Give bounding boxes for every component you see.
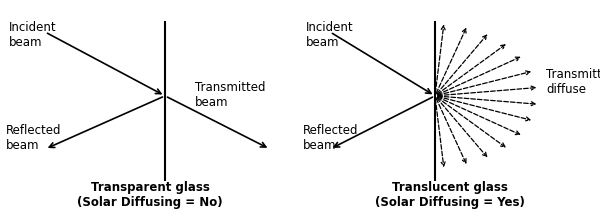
Text: Transmitted
diffuse: Transmitted diffuse bbox=[546, 68, 600, 96]
Text: Transparent glass
(Solar Diffusing = No): Transparent glass (Solar Diffusing = No) bbox=[77, 181, 223, 209]
Text: Reflected
beam: Reflected beam bbox=[6, 124, 62, 151]
Text: Translucent glass
(Solar Diffusing = Yes): Translucent glass (Solar Diffusing = Yes… bbox=[375, 181, 525, 209]
Bar bbox=[164, 21, 166, 181]
Text: Reflected
beam: Reflected beam bbox=[303, 124, 359, 151]
Bar bbox=[434, 21, 436, 181]
Text: Incident
beam: Incident beam bbox=[306, 21, 353, 49]
Text: Transmitted
beam: Transmitted beam bbox=[195, 81, 265, 109]
Text: Incident
beam: Incident beam bbox=[9, 21, 56, 49]
